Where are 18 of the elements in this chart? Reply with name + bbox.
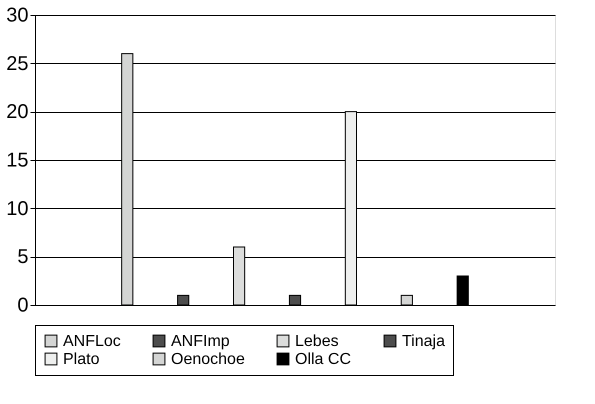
legend-label: Plato <box>63 351 100 368</box>
legend-label: ANFLoc <box>63 333 121 350</box>
legend-label: ANFImp <box>171 333 230 350</box>
y-tick-label: 0 <box>17 294 28 316</box>
legend-label: Lebes <box>295 333 339 350</box>
legend-label: Oenochoe <box>171 351 245 368</box>
y-tick-label: 20 <box>6 101 28 124</box>
y-tick-label: 10 <box>6 198 28 220</box>
bar <box>288 294 302 306</box>
legend-label: Tinaja <box>402 333 446 350</box>
y-tick-label: 30 <box>6 4 28 26</box>
y-tick-label: 25 <box>6 52 28 75</box>
bar <box>400 294 413 306</box>
bar <box>177 294 190 306</box>
y-tick-label: 5 <box>17 246 28 268</box>
bar <box>456 276 469 306</box>
y-tick-label: 15 <box>6 150 28 172</box>
legend-label: Olla CC <box>295 351 352 368</box>
